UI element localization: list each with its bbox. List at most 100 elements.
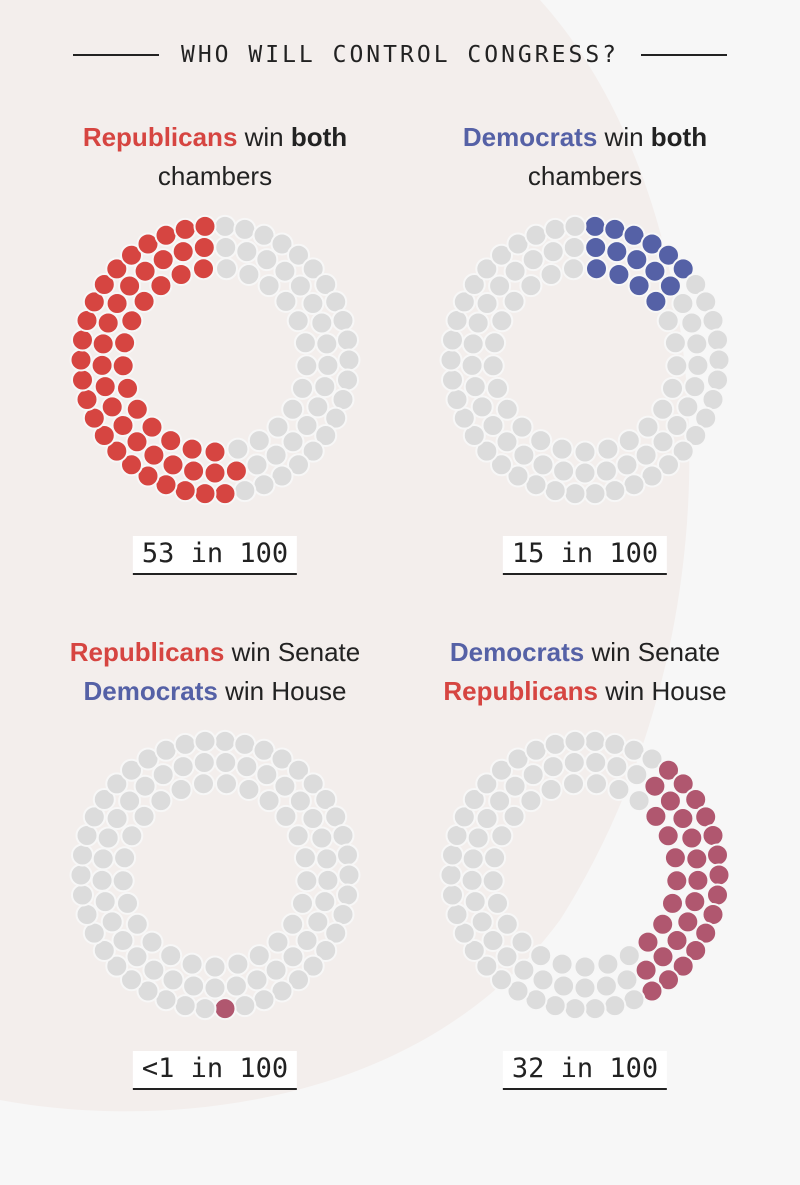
- outcome-dot-empty: [627, 789, 651, 813]
- outcome-dot-filled: [657, 243, 680, 267]
- outcome-dot-empty: [120, 758, 143, 782]
- outcome-dot-empty: [235, 755, 259, 779]
- outcome-dot-empty: [706, 328, 729, 352]
- outcome-dot-empty: [266, 930, 290, 954]
- outcome-dot-empty: [235, 240, 259, 264]
- outcome-dot-empty: [281, 945, 305, 969]
- outcome-dot-filled: [213, 997, 237, 1021]
- probability-caption: 32 in 100: [502, 1051, 668, 1090]
- outcome-dot-empty: [483, 846, 507, 870]
- outcome-dot-filled: [683, 890, 707, 914]
- outcome-dot-filled: [133, 259, 157, 283]
- label-party: Republicans: [443, 676, 598, 706]
- outcome-dot-filled: [92, 424, 116, 447]
- outcome-dot-filled: [671, 257, 695, 281]
- outcome-dot-filled: [71, 368, 94, 392]
- label-line-1: Republicans win Senate: [15, 633, 415, 672]
- outcome-dot-empty: [510, 415, 534, 439]
- outcome-dot-empty: [142, 958, 166, 982]
- outcome-dot-empty: [596, 952, 620, 976]
- outcome-dot-empty: [521, 248, 545, 272]
- outcome-dot-empty: [665, 354, 689, 378]
- outcome-dot-empty: [640, 747, 664, 771]
- outcome-dot-empty: [531, 968, 555, 992]
- outcome-dot-filled: [661, 891, 684, 915]
- outcome-dot-empty: [466, 826, 490, 850]
- outcome-dot-empty: [111, 869, 135, 893]
- outcome-dot-filled: [93, 375, 117, 399]
- outcome-dot-empty: [519, 789, 543, 813]
- outcome-dot-empty: [247, 944, 271, 968]
- outcome-dot-empty: [182, 974, 206, 998]
- outcome-dot-empty: [512, 443, 536, 467]
- outcome-dot-filled: [100, 395, 124, 419]
- outcome-dot-filled: [180, 437, 204, 461]
- outcome-dot-empty: [255, 763, 279, 787]
- outcome-dot-empty: [136, 979, 160, 1003]
- outcome-dot-empty: [676, 395, 700, 419]
- outcome-dot-filled: [651, 912, 675, 936]
- outcome-dot-empty: [583, 997, 607, 1021]
- outcome-dot-empty: [461, 847, 485, 871]
- outcome-dot-empty: [71, 843, 94, 867]
- outcome-dot-filled: [585, 257, 608, 281]
- outcome-dot-filled: [657, 968, 680, 992]
- outcome-dot-empty: [118, 789, 142, 813]
- outcome-dot-filled: [676, 910, 700, 934]
- outcome-dot-filled: [192, 236, 216, 259]
- outcome-dot-empty: [301, 257, 325, 281]
- page-title: WHO WILL CONTROL CONGRESS?: [180, 42, 620, 68]
- outcome-dot-empty: [313, 890, 337, 914]
- outcome-dot-empty: [519, 274, 543, 298]
- header: WHO WILL CONTROL CONGRESS?: [0, 30, 800, 80]
- outcome-dot-empty: [562, 772, 585, 796]
- outcome-dot-filled: [125, 430, 149, 454]
- title-rule-left: [72, 54, 159, 56]
- panel-label: Republicans win both chambers: [15, 118, 415, 196]
- outcome-dot-empty: [291, 891, 314, 915]
- label-line-2: chambers: [385, 157, 785, 196]
- panel-republicans-both: Republicans win both chambers 53 in 100: [15, 110, 415, 670]
- outcome-dot-filled: [120, 309, 144, 333]
- outcome-dot-filled: [665, 869, 689, 893]
- outcome-dot-empty: [151, 763, 175, 787]
- outcome-dot-empty: [315, 847, 339, 871]
- outcome-dot-filled: [151, 248, 175, 272]
- outcome-dot-filled: [701, 824, 725, 847]
- outcome-dot-empty: [671, 439, 695, 463]
- outcome-dot-empty: [439, 863, 463, 887]
- outcome-dot-empty: [105, 954, 129, 978]
- outcome-dot-filled: [136, 464, 160, 488]
- outcome-dot-filled: [159, 429, 183, 453]
- outcome-dot-empty: [552, 459, 576, 483]
- outcome-dot-empty: [466, 311, 490, 335]
- outcome-dot-empty: [481, 354, 505, 378]
- label-line-2: Democrats win House: [15, 672, 415, 711]
- outcome-dot-filled: [193, 214, 217, 238]
- label-emphasis: both: [290, 122, 348, 152]
- outcome-dot-empty: [441, 883, 464, 907]
- outcome-dot-empty: [132, 804, 156, 828]
- outcome-dot-empty: [171, 755, 195, 779]
- outcome-dot-filled: [607, 263, 631, 286]
- outcome-dot-empty: [301, 292, 325, 315]
- outcome-dot-empty: [125, 945, 149, 969]
- outcome-dot-filled: [643, 259, 667, 283]
- outcome-dot-empty: [120, 824, 144, 848]
- outcome-dot-filled: [694, 921, 718, 945]
- outcome-dot-empty: [470, 395, 494, 419]
- outcome-dot-empty: [512, 958, 536, 982]
- outcome-dot-empty: [562, 257, 585, 281]
- outcome-dot-empty: [173, 994, 197, 1018]
- outcome-dot-filled: [584, 236, 608, 259]
- outcome-dot-empty: [615, 453, 639, 477]
- outcome-dot-empty: [490, 968, 513, 992]
- outcome-dot-empty: [706, 368, 729, 392]
- outcome-dot-empty: [461, 332, 485, 356]
- outcome-dot-empty: [169, 778, 193, 801]
- outcome-dot-empty: [524, 223, 548, 247]
- outcome-dot-filled: [203, 440, 227, 464]
- outcome-dot-empty: [149, 789, 173, 813]
- outcome-dot-empty: [615, 968, 639, 992]
- outcome-dot-empty: [203, 976, 227, 1000]
